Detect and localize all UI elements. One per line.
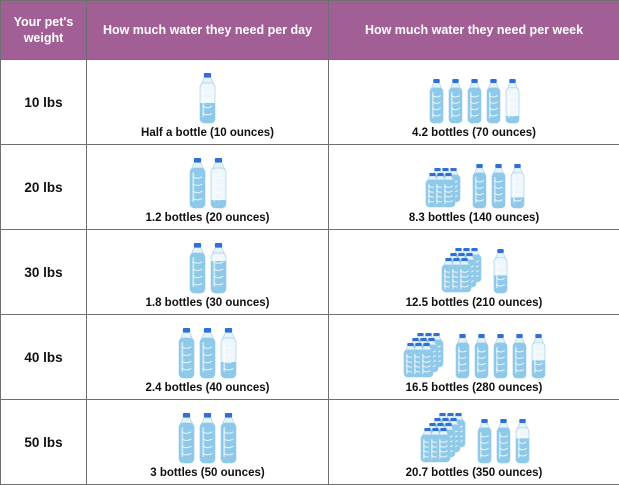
bottle-group bbox=[87, 404, 328, 464]
weight-label: 10 lbs bbox=[0, 59, 87, 145]
weight-label: 30 lbs bbox=[0, 229, 87, 315]
per-day-caption: Half a bottle (10 ounces) bbox=[141, 127, 274, 139]
bottle-pack-icon bbox=[424, 168, 461, 208]
bottle-pack-icon bbox=[441, 248, 482, 293]
water-bottle-icon bbox=[474, 334, 489, 379]
water-bottle-icon bbox=[209, 243, 227, 294]
weight-label: 20 lbs bbox=[0, 144, 87, 230]
water-bottle-icon bbox=[220, 328, 237, 379]
water-bottle-icon bbox=[199, 73, 216, 124]
water-bottle-icon bbox=[493, 334, 508, 379]
water-bottle-icon bbox=[476, 419, 492, 464]
water-bottle-icon bbox=[514, 419, 530, 464]
weight-label: 50 lbs bbox=[0, 399, 87, 485]
per-week-caption: 20.7 bottles (350 ounces) bbox=[405, 467, 543, 479]
per-week-caption: 12.5 bottles (210 ounces) bbox=[405, 297, 543, 309]
per-week-caption: 4.2 bottles (70 ounces) bbox=[412, 127, 536, 139]
per-day-caption: 3 bottles (50 ounces) bbox=[150, 467, 265, 479]
bottle-group bbox=[329, 64, 619, 124]
bottle-group bbox=[87, 64, 328, 124]
per-day-caption: 1.8 bottles (30 ounces) bbox=[145, 297, 270, 309]
water-bottle-icon bbox=[471, 164, 487, 209]
header-row: Your pet's weight How much water they ne… bbox=[0, 0, 619, 60]
water-bottle-icon bbox=[531, 334, 546, 379]
water-bottle-icon bbox=[220, 413, 237, 464]
bottle-group bbox=[329, 404, 619, 464]
per-week-caption: 8.3 bottles (140 ounces) bbox=[408, 212, 540, 224]
water-bottle-icon bbox=[178, 328, 195, 379]
header-per-week: How much water they need per week bbox=[328, 0, 619, 60]
table-row: 10 lbs Half a bottle (10 ounces) 4.2 bot… bbox=[0, 59, 619, 145]
bottle-group bbox=[329, 149, 619, 209]
water-bottle-icon bbox=[490, 164, 506, 209]
bottle-group bbox=[329, 234, 619, 294]
water-bottle-icon bbox=[485, 79, 501, 124]
water-bottle-icon bbox=[512, 334, 527, 379]
per-day-caption: 1.2 bottles (20 ounces) bbox=[145, 212, 270, 224]
per-week-cell: 4.2 bottles (70 ounces) bbox=[328, 59, 619, 145]
water-bottle-icon bbox=[495, 419, 511, 464]
per-day-cell: 1.2 bottles (20 ounces) bbox=[86, 144, 329, 230]
header-per-day: How much water they need per day bbox=[86, 0, 329, 60]
per-day-cell: Half a bottle (10 ounces) bbox=[86, 59, 329, 145]
water-bottle-icon bbox=[504, 79, 520, 124]
bottle-group bbox=[87, 234, 328, 294]
per-day-cell: 3 bottles (50 ounces) bbox=[86, 399, 329, 485]
water-bottle-icon bbox=[428, 79, 444, 124]
per-day-cell: 2.4 bottles (40 ounces) bbox=[86, 314, 329, 400]
bottle-group bbox=[329, 319, 619, 379]
per-day-cell: 1.8 bottles (30 ounces) bbox=[86, 229, 329, 315]
table-row: 40 lbs 2.4 bottles (40 ounces) 16.5 bott… bbox=[0, 314, 619, 400]
per-week-cell: 8.3 bottles (140 ounces) bbox=[328, 144, 619, 230]
per-week-cell: 20.7 bottles (350 ounces) bbox=[328, 399, 619, 485]
water-bottle-icon bbox=[178, 413, 195, 464]
water-bottle-icon bbox=[447, 79, 463, 124]
header-weight: Your pet's weight bbox=[0, 0, 87, 60]
water-bottle-icon bbox=[199, 413, 216, 464]
bottle-pack-icon bbox=[403, 333, 444, 378]
per-week-cell: 12.5 bottles (210 ounces) bbox=[328, 229, 619, 315]
water-bottle-icon bbox=[188, 243, 206, 294]
water-bottle-icon bbox=[509, 164, 525, 209]
bottle-group bbox=[87, 149, 328, 209]
bottle-group bbox=[87, 319, 328, 379]
water-bottle-icon bbox=[188, 158, 206, 209]
water-bottle-icon bbox=[199, 328, 216, 379]
water-bottle-icon bbox=[209, 158, 227, 209]
bottle-pack-icon bbox=[419, 413, 466, 463]
per-week-caption: 16.5 bottles (280 ounces) bbox=[405, 382, 543, 394]
table-row: 20 lbs 1.2 bottles (20 ounces) 8.3 bottl… bbox=[0, 144, 619, 230]
water-bottle-icon bbox=[466, 79, 482, 124]
water-bottle-icon bbox=[455, 334, 470, 379]
water-bottle-icon bbox=[493, 249, 508, 294]
weight-label: 40 lbs bbox=[0, 314, 87, 400]
table-row: 50 lbs 3 bottles (50 ounces) 20.7 bottle… bbox=[0, 399, 619, 485]
per-week-cell: 16.5 bottles (280 ounces) bbox=[328, 314, 619, 400]
per-day-caption: 2.4 bottles (40 ounces) bbox=[145, 382, 270, 394]
table-row: 30 lbs 1.8 bottles (30 ounces) 12.5 bott… bbox=[0, 229, 619, 315]
